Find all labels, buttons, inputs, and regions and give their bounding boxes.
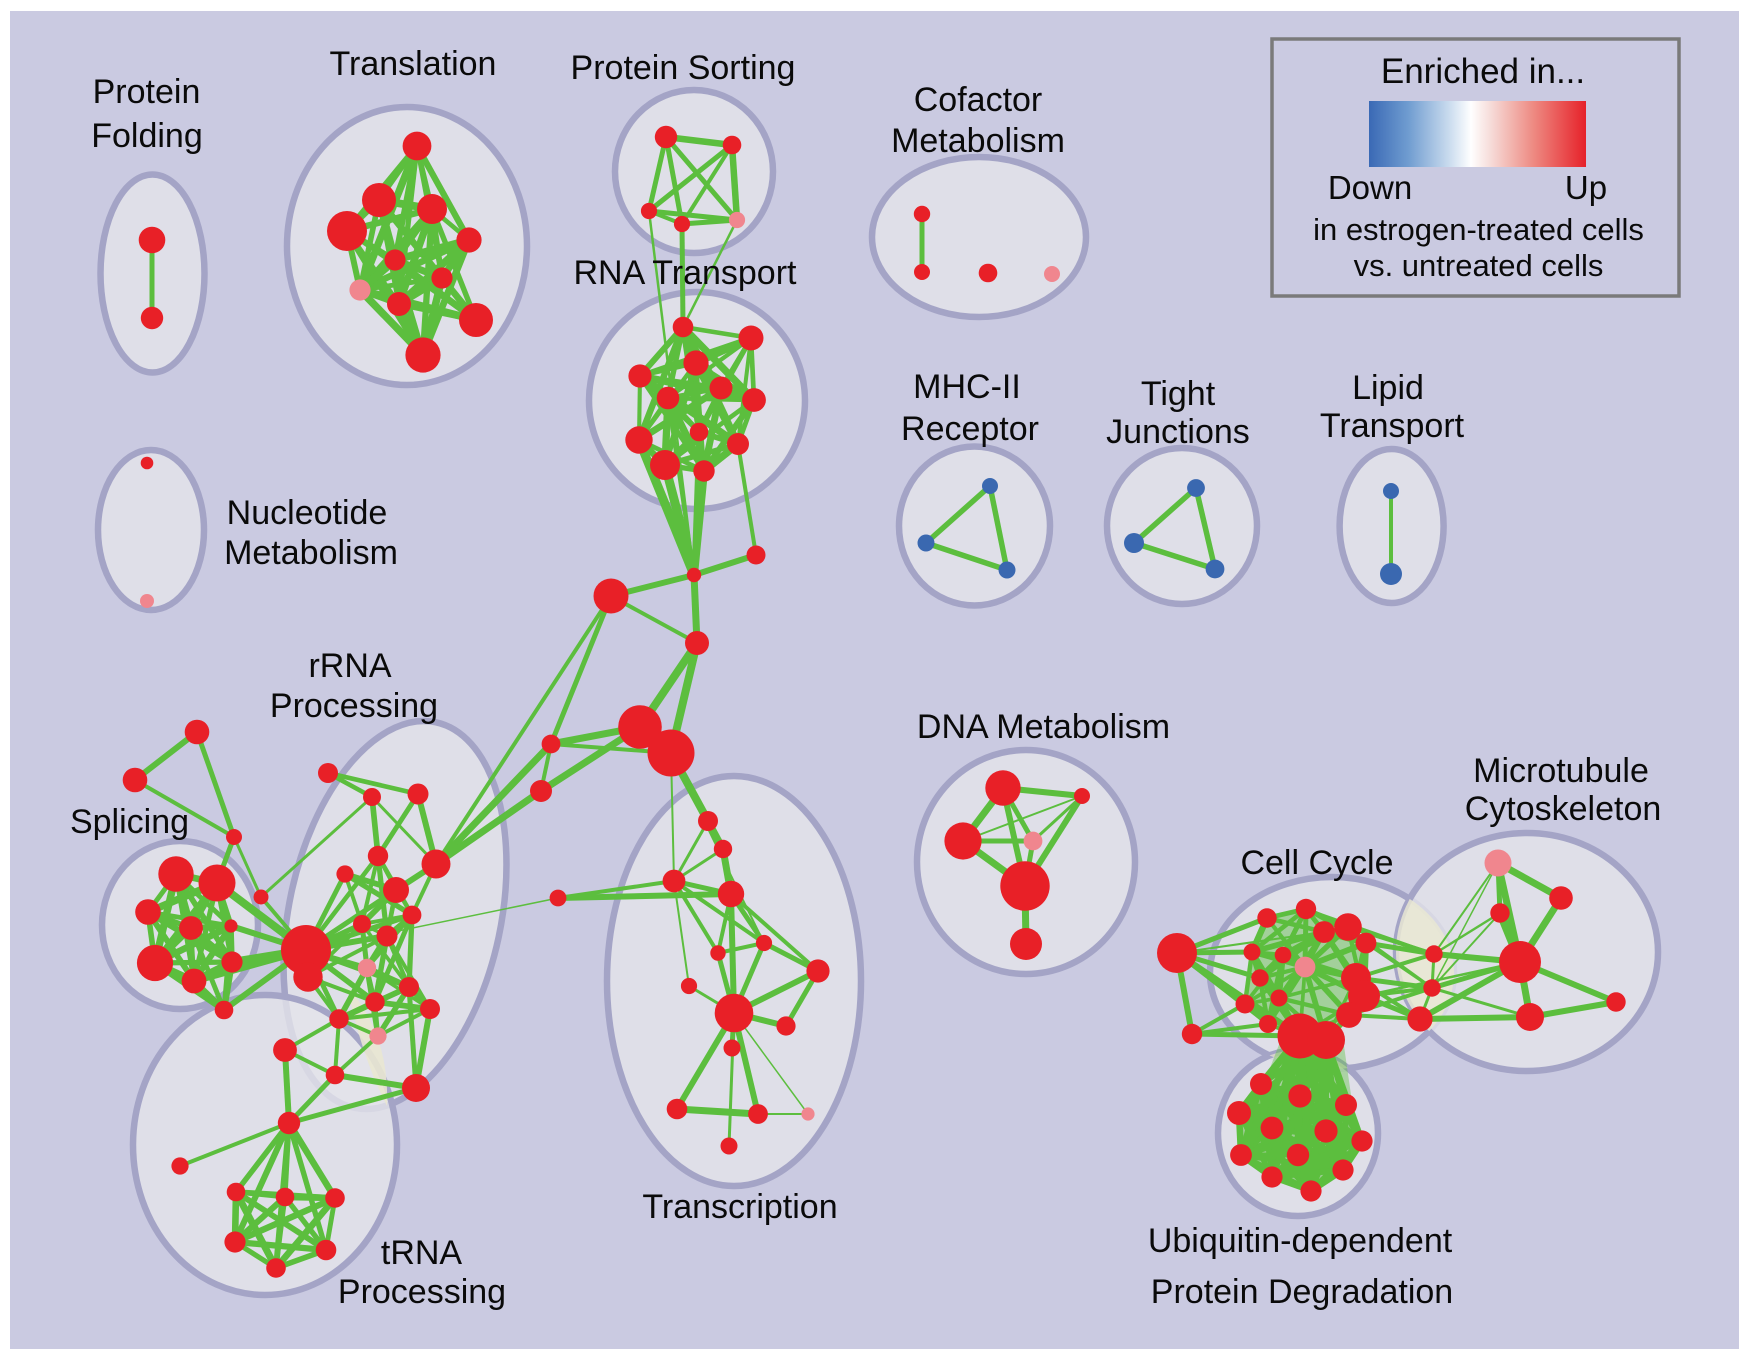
svg-text:Junctions: Junctions — [1106, 413, 1250, 451]
svg-text:Up: Up — [1565, 169, 1607, 206]
svg-text:Cofactor: Cofactor — [914, 81, 1043, 119]
svg-text:Transcription: Transcription — [642, 1188, 837, 1226]
svg-text:Nucleotide: Nucleotide — [227, 494, 388, 532]
svg-text:tRNA: tRNA — [381, 1234, 463, 1272]
svg-text:Tight: Tight — [1141, 375, 1216, 413]
svg-text:in estrogen-treated cells: in estrogen-treated cells — [1313, 212, 1644, 247]
svg-text:Metabolism: Metabolism — [891, 122, 1065, 160]
svg-text:Lipid: Lipid — [1352, 369, 1424, 407]
svg-text:Folding: Folding — [91, 117, 203, 155]
svg-text:Microtubule: Microtubule — [1473, 752, 1649, 790]
svg-text:Cytoskeleton: Cytoskeleton — [1465, 790, 1662, 828]
svg-text:RNA Transport: RNA Transport — [574, 254, 798, 292]
svg-text:Down: Down — [1328, 169, 1412, 206]
svg-text:Protein Degradation: Protein Degradation — [1151, 1273, 1453, 1311]
svg-text:Translation: Translation — [330, 45, 497, 83]
svg-text:Metabolism: Metabolism — [224, 534, 398, 572]
svg-text:vs. untreated cells: vs. untreated cells — [1354, 248, 1604, 283]
svg-text:rRNA: rRNA — [308, 647, 391, 685]
svg-text:MHC-II: MHC-II — [913, 368, 1021, 406]
svg-text:Processing: Processing — [270, 687, 438, 725]
svg-text:Cell Cycle: Cell Cycle — [1240, 844, 1393, 882]
svg-text:DNA Metabolism: DNA Metabolism — [917, 708, 1170, 746]
svg-text:Splicing: Splicing — [70, 803, 189, 841]
svg-text:Protein: Protein — [93, 73, 201, 111]
svg-text:Enriched in...: Enriched in... — [1381, 52, 1585, 91]
svg-text:Processing: Processing — [338, 1273, 506, 1311]
svg-text:Ubiquitin-dependent: Ubiquitin-dependent — [1148, 1222, 1453, 1260]
svg-text:Receptor: Receptor — [901, 410, 1039, 448]
svg-text:Transport: Transport — [1320, 407, 1465, 445]
svg-text:Protein Sorting: Protein Sorting — [571, 49, 796, 87]
